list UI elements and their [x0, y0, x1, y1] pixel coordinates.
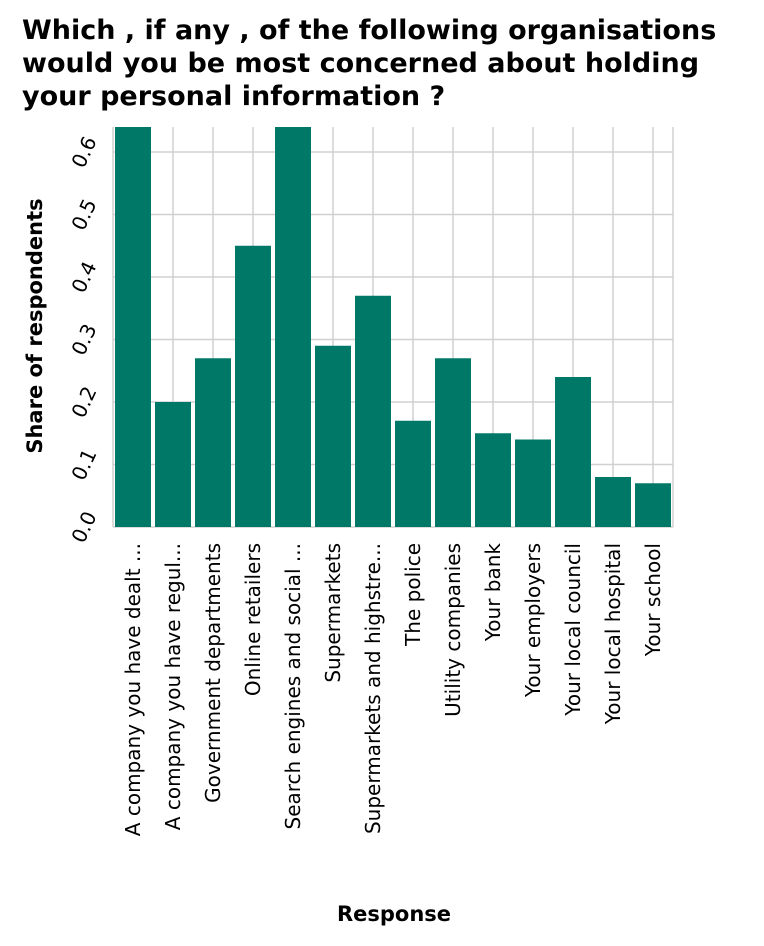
- x-axis-title: Response: [337, 902, 451, 926]
- bar: [555, 377, 591, 527]
- bar: [595, 477, 631, 527]
- bars: [115, 127, 671, 527]
- bar: [435, 358, 471, 527]
- y-tick-labels: 0.0 0.1 0.2 0.3 0.4 0.5 0.6: [66, 133, 101, 547]
- bar: [155, 402, 191, 527]
- x-tick-label: Your school: [641, 543, 665, 657]
- x-tick-label: Supermarkets and highstre...: [361, 543, 385, 834]
- x-tick-label: Government departments: [201, 543, 225, 803]
- x-tick-label: Your bank: [481, 543, 505, 643]
- x-tick-label: Your local hospital: [601, 543, 625, 725]
- x-tick-label: The police: [401, 543, 425, 647]
- bar: [195, 358, 231, 527]
- y-axis-title: Share of respondents: [23, 198, 47, 453]
- x-tick-label: Your local council: [561, 543, 585, 717]
- bar: [235, 245, 271, 527]
- bar: [315, 345, 351, 527]
- y-tick-label: 0.0: [66, 508, 101, 547]
- x-tick-label: Online retailers: [241, 543, 265, 696]
- y-tick-label: 0.4: [66, 258, 101, 297]
- x-tick-label: Your employers: [521, 543, 545, 698]
- chart-title: Which , if any , of the following organi…: [22, 15, 717, 112]
- x-tick-label: Search engines and social ...: [281, 543, 305, 830]
- bar: [395, 420, 431, 527]
- y-tick-label: 0.2: [66, 383, 101, 422]
- bar: [515, 439, 551, 527]
- bar: [635, 483, 671, 527]
- y-tick-label: 0.1: [66, 445, 101, 484]
- x-tick-label: A company you have regul...: [161, 543, 185, 830]
- y-tick-label: 0.6: [66, 133, 101, 172]
- x-tick-label: Supermarkets: [321, 543, 345, 683]
- x-tick-label: A company you have dealt ...: [121, 543, 145, 836]
- bar: [275, 127, 311, 527]
- bar: [475, 433, 511, 527]
- bar: [355, 295, 391, 527]
- y-tick-label: 0.3: [66, 320, 101, 359]
- y-tick-label: 0.5: [66, 195, 101, 234]
- x-tick-labels: A company you have dealt ... A company yo…: [121, 543, 665, 837]
- bar: [115, 127, 151, 527]
- x-tick-label: Utility companies: [441, 543, 465, 717]
